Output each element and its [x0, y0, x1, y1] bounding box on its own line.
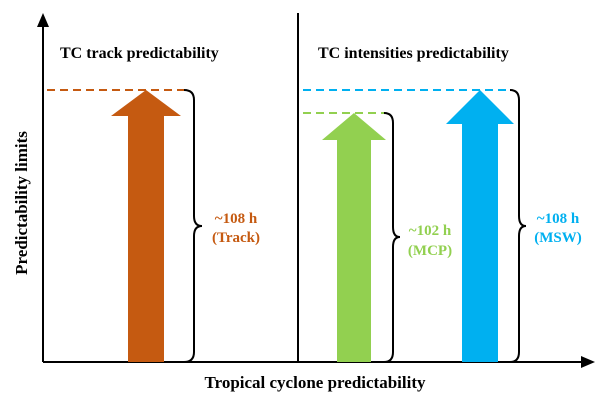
x-axis-arrowhead — [581, 356, 595, 368]
arrow-track — [111, 90, 181, 362]
brace-track — [183, 89, 203, 363]
panel-title-intensities: TC intensities predictability — [318, 45, 509, 62]
arrow-group-track: ~108 h (Track) — [47, 89, 260, 363]
arrow-group-msw: ~108 h (MSW) — [303, 89, 582, 363]
limit-value-mcp: ~102 h — [409, 223, 452, 239]
limit-value-track: ~108 h — [215, 211, 258, 227]
arrow-group-mcp: ~102 h (MCP) — [303, 112, 452, 363]
y-axis-label: Predictability limits — [12, 131, 31, 275]
brace-mcp — [383, 112, 401, 363]
limit-variable-msw: (MSW) — [534, 230, 582, 246]
limit-variable-track: (Track) — [212, 230, 260, 246]
brace-msw — [509, 89, 527, 363]
limit-value-msw: ~108 h — [537, 211, 580, 227]
arrow-mcp — [322, 113, 386, 362]
y-axis-arrowhead — [37, 13, 49, 27]
limit-variable-mcp: (MCP) — [408, 243, 452, 259]
arrow-msw — [446, 90, 514, 362]
panel-title-track: TC track predictability — [60, 45, 219, 62]
x-axis-label: Tropical cyclone predictability — [205, 373, 426, 392]
